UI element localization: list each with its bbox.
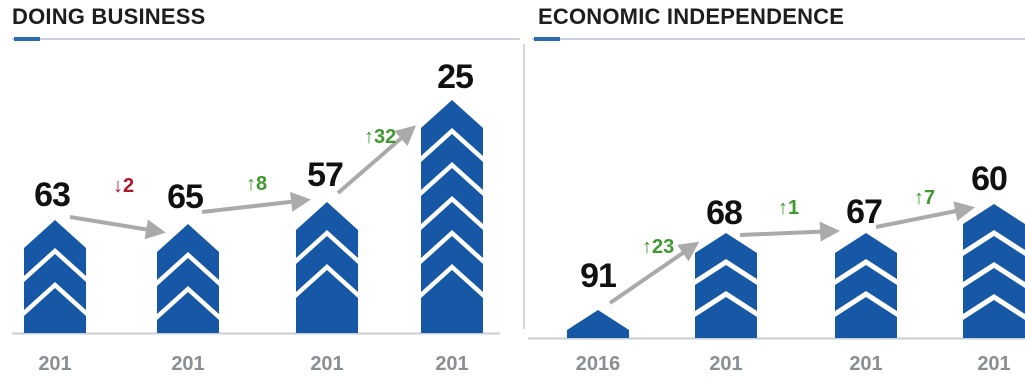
bar [296, 202, 358, 333]
value-label: 63 [34, 176, 70, 214]
title-underline [12, 38, 520, 40]
value-label: 67 [846, 193, 882, 231]
category-label: 201 [849, 353, 882, 375]
bar [963, 204, 1025, 338]
doing-business-chart: 63 201 65 201 57 201 25 201 ↓2 ↑8 ↑32 [12, 58, 500, 375]
category-label: 201 [38, 353, 71, 375]
bar [24, 220, 86, 333]
change-label: ↑7 [914, 187, 935, 209]
doing-business-panel: DOING BUSINESS 63 201 65 201 57 201 25 201 ↓2 ↑8 ↑… [12, 4, 520, 375]
change-label: ↑1 [778, 197, 799, 219]
trend-arrow [336, 125, 417, 195]
value-label: 25 [437, 58, 473, 96]
category-label: 201 [709, 353, 742, 375]
category-label: 2016 [576, 353, 621, 375]
change-label: ↓2 [113, 175, 134, 197]
category-label: 201 [171, 353, 204, 375]
chart-title: DOING BUSINESS [12, 4, 206, 29]
chart-title: ECONOMIC INDEPENDENCE [538, 4, 845, 29]
title-underline [532, 38, 1025, 40]
title-accent-tab [14, 37, 40, 41]
bar [157, 224, 219, 333]
category-label: 201 [977, 353, 1010, 375]
category-label: 201 [310, 353, 343, 375]
bar [695, 233, 757, 338]
title-accent-tab [534, 37, 560, 41]
category-label: 201 [435, 353, 468, 375]
value-label: 57 [307, 156, 343, 194]
value-label: 68 [706, 194, 742, 232]
value-label: 65 [167, 178, 203, 216]
bar [421, 100, 483, 333]
economic-independence-chart: 91 2016 68 201 67 201 60 201 ↑23 ↑1 ↑7 [528, 160, 1025, 375]
value-label: 60 [971, 160, 1007, 198]
trend-arrow [608, 241, 700, 305]
trend-arrow [875, 201, 975, 229]
change-label: ↑8 [246, 173, 267, 195]
panel-divider [523, 44, 525, 329]
trend-arrow [201, 191, 311, 214]
change-label: ↑23 [642, 236, 674, 258]
change-label: ↑32 [364, 126, 396, 148]
trend-arrow [739, 221, 840, 242]
bar [835, 233, 897, 338]
economic-independence-panel: ECONOMIC INDEPENDENCE 91 2016 68 201 67 201 60… [528, 0, 1025, 378]
trend-arrow [69, 215, 166, 240]
bar [567, 310, 629, 338]
value-label: 91 [580, 257, 616, 295]
